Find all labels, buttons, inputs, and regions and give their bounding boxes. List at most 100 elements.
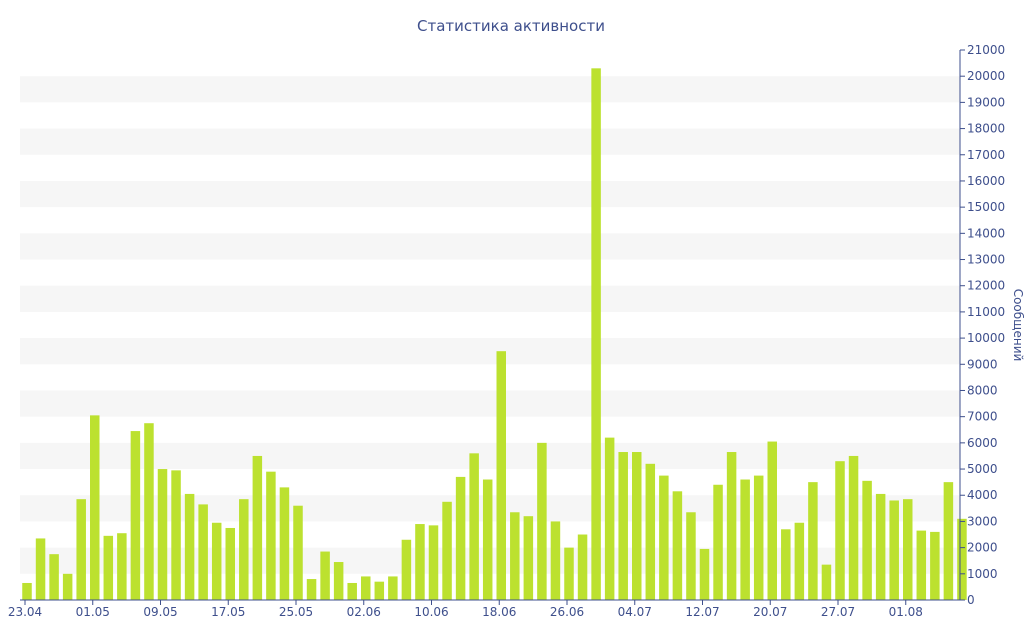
y-tick-label: 9000 xyxy=(967,357,998,371)
x-tick-label: 02.06 xyxy=(347,605,381,619)
bar xyxy=(361,576,371,600)
x-tick-label: 20.07 xyxy=(753,605,787,619)
y-tick-label: 15000 xyxy=(967,200,1005,214)
x-tick-label: 25.05 xyxy=(279,605,313,619)
bar xyxy=(672,491,683,600)
x-tick-label: 10.06 xyxy=(414,605,448,619)
x-tick-label: 23.04 xyxy=(8,605,42,619)
bar xyxy=(347,582,357,600)
grid-band xyxy=(20,390,960,417)
bar xyxy=(117,533,127,600)
chart-title: Статистика активности xyxy=(417,17,605,35)
grid-band xyxy=(20,180,960,208)
bar xyxy=(401,539,412,600)
bar xyxy=(279,487,290,600)
y-tick-label: 5000 xyxy=(967,462,998,476)
bar xyxy=(808,482,818,600)
y-axis-label: Сообщений xyxy=(1011,289,1024,362)
bar xyxy=(794,522,805,600)
bar xyxy=(157,469,168,600)
bar xyxy=(645,463,656,600)
bar xyxy=(171,470,181,600)
y-tick-label: 2000 xyxy=(967,541,998,555)
x-tick-label: 01.08 xyxy=(889,605,923,619)
bar xyxy=(632,452,642,600)
bar xyxy=(577,534,588,600)
bar xyxy=(415,524,425,600)
y-tick-label: 7000 xyxy=(967,410,998,424)
bar xyxy=(184,493,195,600)
bar xyxy=(916,530,927,600)
y-tick-label: 10000 xyxy=(967,331,1005,345)
y-tick-label: 16000 xyxy=(967,174,1005,188)
bar xyxy=(266,471,276,600)
y-tick-label: 18000 xyxy=(967,122,1005,136)
bar xyxy=(388,576,398,600)
bar xyxy=(293,505,303,600)
bar xyxy=(90,415,100,600)
bar xyxy=(35,538,46,600)
bar xyxy=(225,527,235,600)
grid-band xyxy=(20,338,960,365)
x-tick-label: 04.07 xyxy=(618,605,652,619)
y-tick-label: 4000 xyxy=(967,488,998,502)
y-tick-label: 12000 xyxy=(967,279,1005,293)
bar xyxy=(889,500,899,600)
bar xyxy=(442,501,452,600)
grid-band xyxy=(20,285,960,312)
x-tick-label: 26.06 xyxy=(550,605,584,619)
bar xyxy=(591,68,601,600)
bar xyxy=(252,455,263,600)
y-tick-label: 17000 xyxy=(967,148,1005,162)
bar xyxy=(523,516,534,600)
bar xyxy=(957,518,967,600)
bar xyxy=(103,535,114,600)
y-tick-label: 19000 xyxy=(967,95,1005,109)
grid-band xyxy=(20,76,960,103)
bar xyxy=(943,482,954,600)
bar xyxy=(130,431,141,600)
x-tick-label: 09.05 xyxy=(143,605,177,619)
bar xyxy=(875,493,886,600)
bar xyxy=(211,522,222,600)
grid-band xyxy=(20,233,960,260)
bar xyxy=(550,521,561,600)
bar xyxy=(428,525,439,600)
y-tick-label: 1000 xyxy=(967,567,998,581)
bar xyxy=(781,529,791,600)
bar xyxy=(469,453,479,600)
bar xyxy=(821,564,832,600)
bar xyxy=(510,512,520,600)
y-tick-label: 11000 xyxy=(967,305,1005,319)
axes: 0 1000 2000 3000 4000 5000 6000 7000 8000 9000 100… xyxy=(8,43,1005,619)
y-tick-label: 6000 xyxy=(967,436,998,450)
bar xyxy=(930,531,940,600)
y-tick-label: 20000 xyxy=(967,69,1005,83)
y-tick-label: 21000 xyxy=(967,43,1005,57)
y-tick-label: 13000 xyxy=(967,253,1005,267)
bar xyxy=(455,476,466,600)
bar xyxy=(767,441,777,600)
bar xyxy=(686,512,696,600)
bar xyxy=(740,479,750,600)
bar xyxy=(753,475,764,600)
bar xyxy=(333,562,344,600)
x-tick-label: 12.07 xyxy=(685,605,719,619)
bar xyxy=(862,480,872,600)
bar xyxy=(306,579,317,600)
bar xyxy=(374,581,385,600)
bar xyxy=(659,475,669,600)
bar xyxy=(848,455,859,600)
grid-band xyxy=(20,442,960,470)
bar xyxy=(22,582,32,600)
bar xyxy=(537,442,547,600)
x-tick-label: 27.07 xyxy=(821,605,855,619)
bar xyxy=(198,504,208,600)
bar xyxy=(564,547,574,600)
bar xyxy=(699,548,710,600)
bar xyxy=(49,554,59,600)
bar xyxy=(496,351,506,600)
bar-series xyxy=(22,68,967,600)
bar xyxy=(239,499,249,600)
